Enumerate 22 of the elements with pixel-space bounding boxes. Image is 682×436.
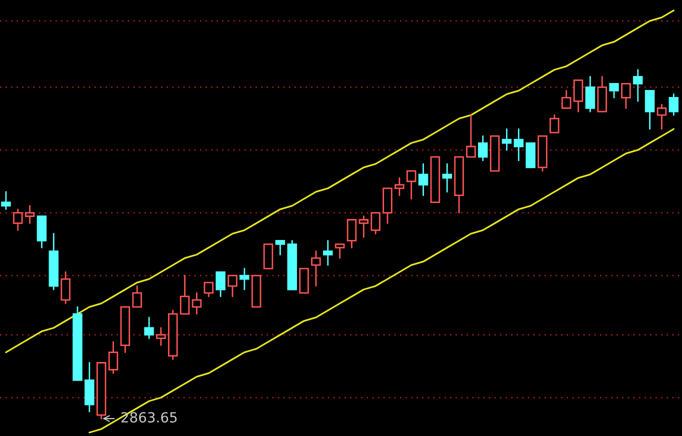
candlestick xyxy=(323,240,333,266)
candlestick xyxy=(502,128,512,151)
candlestick xyxy=(418,163,428,196)
candlestick xyxy=(60,271,70,304)
candlestick xyxy=(192,292,202,315)
candlestick xyxy=(442,163,452,193)
candlestick xyxy=(24,205,35,224)
candlestick xyxy=(108,341,118,374)
candlestick xyxy=(394,177,404,196)
candlestick xyxy=(13,208,23,231)
candlestick xyxy=(84,362,94,412)
candlestick xyxy=(656,104,667,130)
candlestick xyxy=(240,268,250,290)
candlestick xyxy=(168,310,178,360)
candlestick xyxy=(358,216,369,238)
candlestick xyxy=(48,233,59,290)
candlestick xyxy=(668,93,679,116)
candlestick xyxy=(514,128,524,162)
candlestick xyxy=(633,69,643,102)
annotation: 2863.65 xyxy=(121,412,177,423)
candlestick xyxy=(478,135,488,162)
candlestick xyxy=(585,76,596,112)
